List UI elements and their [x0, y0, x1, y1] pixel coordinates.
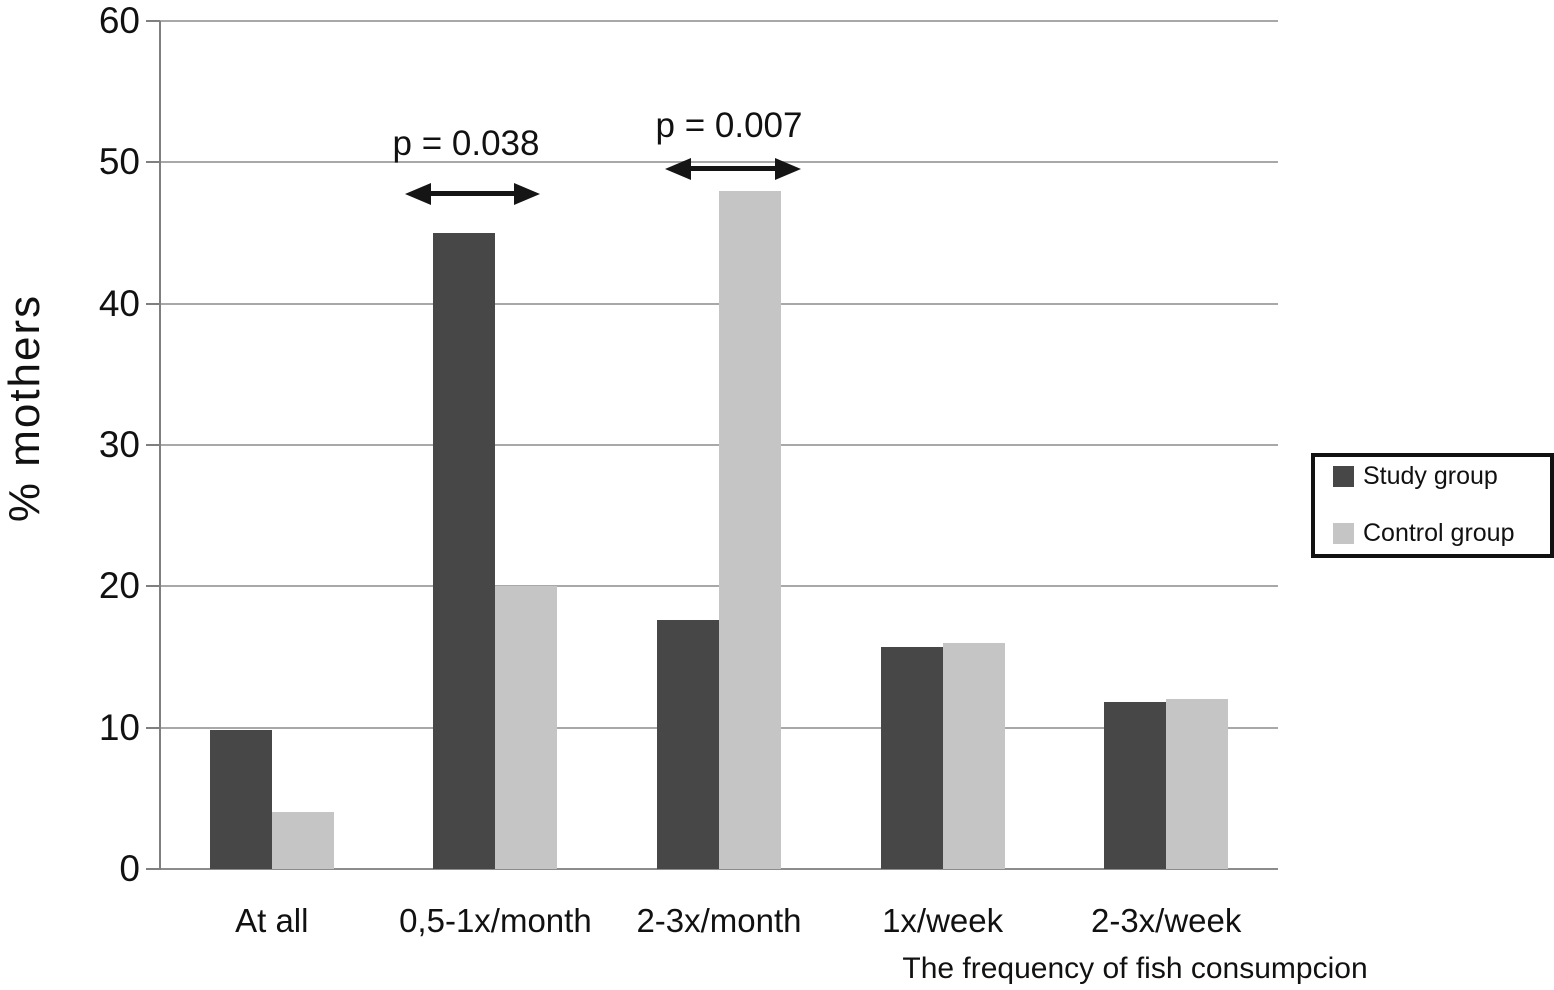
gridline-50 [160, 161, 1278, 164]
y-axis-line [159, 21, 161, 870]
legend-item-control-group: Control group [1333, 519, 1550, 547]
x-label-4: 1x/week [882, 902, 1004, 939]
y-tick-label-60: 60 [98, 0, 140, 41]
y-tick-label-30: 30 [98, 424, 140, 465]
bar-control-group-5 [1166, 699, 1229, 869]
y-tick-label-40: 40 [98, 282, 140, 324]
x-label-3: 2-3x/month [636, 902, 802, 939]
bar-control-group-3 [719, 190, 781, 869]
double-arrow-icon [405, 183, 540, 205]
double-arrow-icon [665, 158, 801, 180]
legend-label-study-group: Study group [1363, 462, 1498, 490]
bar-study-group-5 [1104, 702, 1167, 869]
x-label-1: At all [235, 902, 309, 939]
bar-study-group-3 [657, 620, 719, 869]
p-value-annotation-1: p = 0.038 [392, 124, 540, 163]
gridline-60 [160, 20, 1278, 22]
y-tick-label-0: 0 [119, 848, 140, 889]
bar-control-group-2 [495, 586, 558, 869]
bar-control-group-1 [271, 812, 334, 869]
p-value-annotation-2: p = 0.007 [655, 106, 803, 145]
legend-item-study-group: Study group [1333, 462, 1550, 490]
y-axis-title: % mothers [0, 293, 49, 523]
x-label-5: 2-3x/week [1090, 902, 1242, 939]
y-tick-label-50: 50 [98, 141, 140, 183]
y-tick-30 [146, 444, 160, 446]
y-tick-60 [146, 20, 160, 22]
y-tick-10 [146, 726, 160, 729]
y-tick-50 [146, 161, 160, 164]
legend-label-control-group: Control group [1363, 519, 1515, 547]
legend-swatch-study-group [1333, 466, 1354, 487]
y-tick-20 [146, 585, 160, 588]
bar-study-group-2 [433, 233, 496, 869]
x-label-2: 0,5-1x/month [399, 902, 592, 939]
bar-control-group-4 [942, 642, 1005, 869]
x-axis-line [160, 868, 1278, 870]
y-tick-0 [146, 868, 160, 870]
y-tick-label-10: 10 [98, 706, 140, 748]
x-axis-title: The frequency of fish consumpcion [902, 952, 1368, 985]
y-tick-40 [146, 302, 160, 305]
legend: Study group Control group [1311, 453, 1554, 558]
legend-swatch-control-group [1333, 523, 1354, 544]
bar-study-group-1 [209, 730, 272, 869]
y-tick-label-20: 20 [98, 565, 140, 607]
bar-study-group-4 [880, 647, 943, 869]
